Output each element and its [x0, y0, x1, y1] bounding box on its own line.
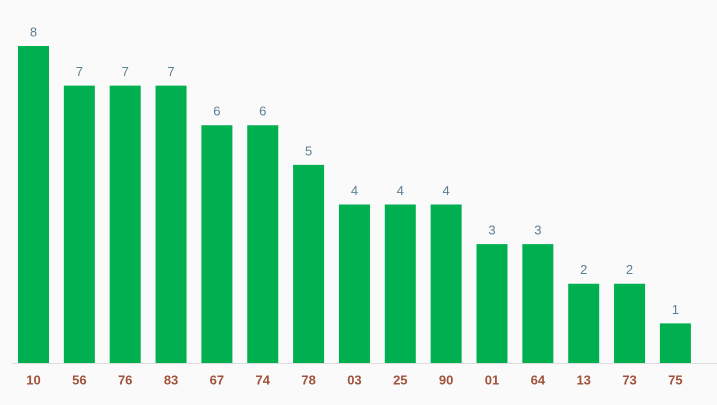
bar [293, 164, 325, 363]
x-tick-label: 01 [485, 372, 499, 387]
bar [568, 283, 600, 363]
x-tick-label: 13 [576, 372, 590, 387]
bar [201, 125, 233, 363]
bar [522, 244, 554, 363]
value-label: 7 [76, 64, 83, 79]
x-tick-label: 64 [531, 372, 546, 387]
value-label: 7 [122, 64, 129, 79]
bar [247, 125, 279, 363]
value-label: 2 [580, 262, 587, 277]
x-tick-label: 10 [26, 372, 40, 387]
bar [659, 323, 691, 363]
value-label: 4 [351, 183, 358, 198]
value-label: 3 [534, 223, 541, 238]
x-tick-label: 74 [256, 372, 271, 387]
bar [109, 85, 141, 363]
x-tick-label: 03 [347, 372, 361, 387]
value-label: 4 [397, 183, 404, 198]
x-tick-label: 75 [668, 372, 682, 387]
value-label: 5 [305, 143, 312, 158]
bar [63, 85, 95, 363]
bar [338, 204, 370, 363]
value-label: 4 [443, 183, 450, 198]
bar [384, 204, 416, 363]
value-label: 7 [167, 64, 174, 79]
value-label: 8 [30, 24, 37, 39]
x-tick-label: 73 [622, 372, 636, 387]
bar [614, 283, 646, 363]
value-label: 1 [672, 302, 679, 317]
bar [155, 85, 187, 363]
x-tick-label: 90 [439, 372, 453, 387]
x-tick-label: 25 [393, 372, 407, 387]
value-label: 6 [259, 104, 266, 119]
bar [18, 46, 49, 363]
value-label: 3 [488, 223, 495, 238]
x-tick-label: 67 [210, 372, 224, 387]
value-label: 2 [626, 262, 633, 277]
value-label: 6 [213, 104, 220, 119]
x-tick-label: 83 [164, 372, 178, 387]
x-tick-label: 56 [72, 372, 86, 387]
bar [430, 204, 462, 363]
x-tick-label: 76 [118, 372, 132, 387]
x-tick-label: 78 [301, 372, 315, 387]
bar [476, 244, 508, 363]
